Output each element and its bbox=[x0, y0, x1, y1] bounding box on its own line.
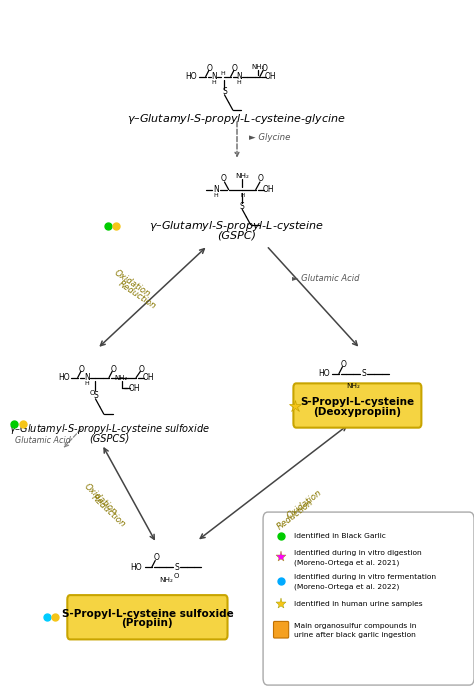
Text: O: O bbox=[110, 365, 116, 374]
Text: NH₂: NH₂ bbox=[159, 576, 173, 583]
FancyBboxPatch shape bbox=[263, 512, 474, 685]
Text: S: S bbox=[174, 563, 179, 572]
Text: O: O bbox=[232, 64, 238, 73]
Text: $\gamma$–Glutamyl-S-propyl-L-cysteine sulfoxide: $\gamma$–Glutamyl-S-propyl-L-cysteine su… bbox=[9, 422, 210, 436]
Text: (Deoxypropiin): (Deoxypropiin) bbox=[313, 407, 401, 417]
FancyBboxPatch shape bbox=[67, 595, 228, 639]
Text: N: N bbox=[213, 185, 219, 194]
Text: H: H bbox=[220, 71, 225, 76]
Text: ► Glycine: ► Glycine bbox=[248, 132, 290, 142]
Text: OH: OH bbox=[128, 383, 140, 393]
Text: NH₂: NH₂ bbox=[251, 64, 264, 71]
Text: Identified during in vitro fermentation: Identified during in vitro fermentation bbox=[294, 574, 436, 580]
Text: ► Glutamic Acid: ► Glutamic Acid bbox=[292, 274, 359, 284]
Text: N: N bbox=[211, 72, 217, 81]
Text: S-Propyl-L-cysteine: S-Propyl-L-cysteine bbox=[301, 397, 414, 407]
Text: O: O bbox=[258, 174, 264, 183]
Text: H: H bbox=[85, 381, 90, 386]
Text: O: O bbox=[138, 365, 144, 374]
Text: HO: HO bbox=[130, 563, 142, 572]
Text: Identified during in vitro digestion: Identified during in vitro digestion bbox=[294, 550, 422, 556]
Text: H: H bbox=[212, 80, 217, 85]
Text: HO: HO bbox=[318, 369, 329, 379]
Text: H: H bbox=[240, 193, 244, 198]
Text: $\gamma$–Glutamyl-S-propyl-L-cysteine: $\gamma$–Glutamyl-S-propyl-L-cysteine bbox=[149, 219, 325, 233]
Text: Reduction: Reduction bbox=[89, 493, 127, 529]
Text: Oxidation: Oxidation bbox=[285, 487, 323, 520]
Text: Main organosulfur compounds in: Main organosulfur compounds in bbox=[294, 623, 416, 628]
Text: S: S bbox=[222, 87, 227, 96]
Text: HO: HO bbox=[58, 373, 69, 382]
Text: Oxidation: Oxidation bbox=[112, 268, 152, 299]
Text: NH₂: NH₂ bbox=[115, 374, 128, 381]
Text: Oxidation: Oxidation bbox=[82, 482, 118, 517]
Text: O: O bbox=[174, 573, 179, 579]
Text: OH: OH bbox=[143, 373, 155, 382]
Text: $\gamma$–Glutamyl-S-propyl-L-cysteine-glycine: $\gamma$–Glutamyl-S-propyl-L-cysteine-gl… bbox=[128, 112, 346, 126]
Text: (Propiin): (Propiin) bbox=[122, 619, 173, 628]
Text: OH: OH bbox=[263, 185, 274, 194]
Text: S: S bbox=[93, 391, 98, 401]
Text: O: O bbox=[220, 174, 227, 183]
Text: N: N bbox=[84, 373, 90, 382]
Text: O: O bbox=[341, 360, 346, 369]
Text: H: H bbox=[237, 80, 241, 85]
Text: (Moreno-Ortega et al. 2022): (Moreno-Ortega et al. 2022) bbox=[294, 583, 399, 590]
Text: Glutamic Acid: Glutamic Acid bbox=[15, 436, 71, 446]
Text: O: O bbox=[79, 365, 85, 374]
Text: O: O bbox=[90, 390, 95, 396]
Text: (GSPC): (GSPC) bbox=[218, 230, 256, 240]
Text: OH: OH bbox=[264, 72, 276, 81]
Text: H: H bbox=[214, 193, 219, 198]
Text: (GSPCS): (GSPCS) bbox=[89, 434, 129, 444]
FancyBboxPatch shape bbox=[293, 383, 421, 428]
Text: HO: HO bbox=[186, 72, 197, 81]
Text: Reduction: Reduction bbox=[117, 279, 158, 311]
Text: S: S bbox=[240, 202, 245, 211]
Text: O: O bbox=[154, 554, 159, 563]
FancyBboxPatch shape bbox=[273, 621, 289, 638]
Text: S-Propyl-L-cysteine sulfoxide: S-Propyl-L-cysteine sulfoxide bbox=[62, 609, 233, 619]
Text: O: O bbox=[207, 64, 213, 73]
Text: N: N bbox=[236, 72, 242, 81]
Text: Reduction: Reduction bbox=[275, 498, 315, 531]
Text: Identified in human urine samples: Identified in human urine samples bbox=[294, 601, 422, 607]
Text: urine after black garlic ingestion: urine after black garlic ingestion bbox=[294, 632, 416, 638]
Text: NH₂: NH₂ bbox=[235, 173, 249, 179]
Text: O: O bbox=[261, 64, 267, 73]
Text: S: S bbox=[361, 369, 366, 379]
Text: (Moreno-Ortega et al. 2021): (Moreno-Ortega et al. 2021) bbox=[294, 559, 399, 566]
Text: Identified in Black Garlic: Identified in Black Garlic bbox=[294, 533, 386, 538]
Text: NH₂: NH₂ bbox=[346, 383, 360, 389]
